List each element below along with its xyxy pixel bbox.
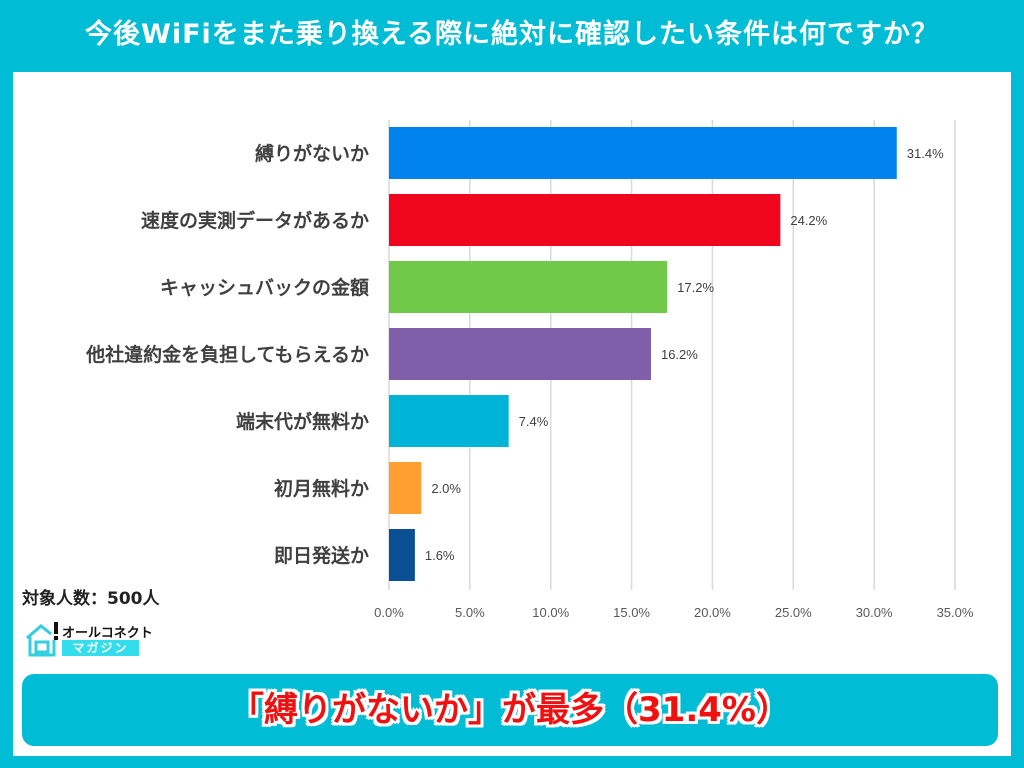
- bar: [389, 395, 509, 447]
- bar: [389, 328, 651, 380]
- data-label: 7.4%: [519, 414, 549, 429]
- bar: [389, 529, 415, 581]
- chart-panel: 0.0% 5.0% 10.0% 15.0% 20.0% 25.0% 30.0% 35.0% 31…: [13, 72, 1011, 756]
- category-label: 縛りがないか: [255, 142, 369, 165]
- category-label: 速度の実測データがあるか: [141, 209, 369, 232]
- logo-text: オールコネクト: [62, 626, 153, 641]
- category-label: キャッシュバックの金額: [160, 276, 369, 299]
- data-label: 24.2%: [790, 213, 827, 228]
- data-label: 2.0%: [431, 481, 461, 496]
- bar: [389, 127, 897, 179]
- category-label: 即日発送か: [274, 544, 369, 567]
- bar-chart: 0.0% 5.0% 10.0% 15.0% 20.0% 25.0% 30.0% 35.0% 31…: [85, 120, 974, 620]
- conclusion-banner: 「縛りがないか」が最多（31.4%）: [22, 674, 998, 746]
- bar: [389, 261, 668, 313]
- x-tick-label: 0.0%: [374, 605, 404, 620]
- x-tick-label: 10.0%: [532, 605, 569, 620]
- chart-title: 今後WiFiをまた乗り換える際に絶対に確認したい条件は何ですか？: [85, 19, 939, 50]
- data-label: 16.2%: [661, 347, 698, 362]
- x-tick-label: 30.0%: [856, 605, 893, 620]
- x-tick-label: 5.0%: [455, 605, 485, 620]
- data-label: 17.2%: [677, 280, 714, 295]
- x-tick-label: 15.0%: [613, 605, 650, 620]
- logo-subtext: マガジン: [62, 640, 139, 656]
- category-label: 他社違約金を負担してもらえるか: [85, 343, 369, 366]
- x-tick-label: 20.0%: [694, 605, 731, 620]
- bar: [389, 462, 422, 514]
- bar: [389, 194, 781, 246]
- x-tick-label: 25.0%: [775, 605, 812, 620]
- data-label: 31.4%: [907, 146, 944, 161]
- data-label: 1.6%: [425, 548, 455, 563]
- category-label: 初月無料か: [274, 477, 369, 500]
- logo: オールコネクト マガジン: [24, 620, 154, 660]
- sample-size-note: 対象人数：500人: [22, 589, 160, 609]
- category-label: 端末代が無料か: [236, 410, 369, 433]
- house-icon: [26, 622, 58, 657]
- x-tick-label: 35.0%: [937, 605, 974, 620]
